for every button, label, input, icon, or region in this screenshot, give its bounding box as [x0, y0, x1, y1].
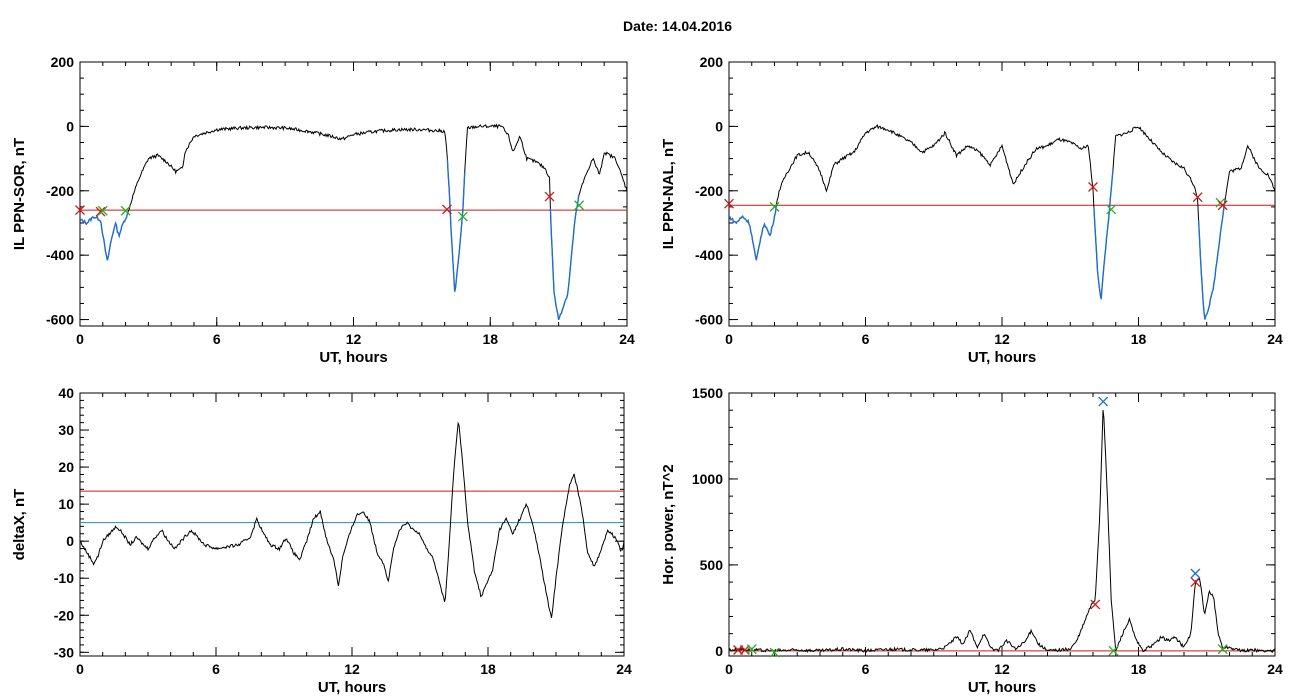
y-tick-label: -600 [695, 312, 723, 328]
y-tick-label: -30 [54, 644, 74, 660]
y-tick-label: -10 [54, 570, 74, 586]
y-tick-label: -20 [54, 607, 74, 623]
y-tick-label: 200 [51, 54, 75, 70]
data-line [729, 409, 1275, 654]
y-axis-label: IL PPN-NAL, nT [660, 139, 677, 250]
x-tick-label: 24 [616, 661, 632, 677]
y-tick-label: 20 [58, 459, 74, 475]
event-marker [1088, 181, 1098, 192]
x-tick-label: 24 [619, 331, 635, 347]
x-tick-label: 6 [862, 661, 870, 677]
y-axis-label: IL PPN-SOR, nT [11, 138, 28, 250]
event-marker [574, 200, 585, 211]
highlight-segment [80, 213, 129, 261]
event-marker [1106, 204, 1117, 215]
x-axis-label: UT, hours [319, 349, 387, 366]
x-tick-label: 12 [994, 661, 1010, 677]
x-tick-label: 12 [344, 661, 360, 677]
y-tick-label: 0 [66, 118, 74, 134]
x-tick-label: 0 [76, 331, 84, 347]
y-tick-label: 0 [715, 643, 723, 659]
y-tick-label: -600 [46, 312, 74, 328]
x-tick-label: 18 [1131, 331, 1147, 347]
event-marker [1090, 599, 1101, 610]
chart-panel-power: 0 6 12 18 24 0 500 1000 1500 UT, hours Hor. power,… [660, 385, 1283, 696]
x-tick-label: 18 [480, 661, 496, 677]
event-marker [1108, 645, 1119, 656]
event-marker [1192, 192, 1203, 203]
event-marker [769, 201, 780, 212]
y-tick-label: 500 [700, 557, 724, 573]
x-tick-label: 18 [482, 331, 498, 347]
event-marker [1190, 577, 1201, 588]
event-marker [746, 644, 757, 655]
event-marker [95, 206, 106, 217]
x-tick-label: 24 [1267, 331, 1283, 347]
x-tick-label: 12 [346, 331, 362, 347]
y-tick-label: 0 [66, 533, 74, 549]
x-axis-label: UT, hours [968, 349, 1036, 366]
y-tick-label: 0 [715, 118, 723, 134]
plot-frame [728, 392, 1276, 657]
y-tick-label: 30 [58, 422, 74, 438]
highlight-segment [549, 195, 580, 321]
x-axis-label: UT, hours [318, 679, 386, 696]
event-marker [120, 205, 131, 216]
figure-title: Date: 14.04.2016 [623, 18, 732, 34]
event-marker [544, 191, 555, 202]
y-tick-label: -400 [695, 247, 723, 263]
data-line [80, 123, 627, 320]
event-marker [441, 204, 452, 215]
y-tick-label: 10 [58, 496, 74, 512]
event-marker [1217, 200, 1228, 211]
x-tick-label: 0 [725, 331, 733, 347]
data-line [80, 421, 624, 618]
event-marker [457, 211, 468, 222]
x-tick-label: 6 [212, 661, 220, 677]
event-marker [1217, 644, 1228, 655]
x-tick-label: 6 [213, 331, 221, 347]
event-marker [1098, 396, 1109, 407]
chart-panel-sor: 0 6 12 18 24 -600 -400 -200 0 200 UT, hours IL PPN-… [11, 54, 635, 366]
y-tick-label: 40 [58, 385, 74, 401]
event-marker [97, 205, 108, 216]
y-tick-label: -200 [695, 183, 723, 199]
highlight-segment [729, 205, 777, 261]
x-tick-label: 24 [1267, 661, 1283, 677]
event-marker [75, 205, 85, 216]
highlight-segment [446, 159, 466, 292]
y-axis-label: Hor. power, nT^2 [660, 464, 677, 584]
plot-frame [728, 61, 1276, 327]
highlight-segment [1093, 169, 1114, 300]
plot-frame [79, 61, 628, 327]
event-marker [1190, 568, 1201, 579]
highlight-segment [1197, 201, 1226, 320]
x-tick-label: 12 [994, 331, 1010, 347]
y-tick-label: -400 [46, 247, 74, 263]
event-marker [769, 647, 780, 658]
x-tick-label: 18 [1131, 661, 1147, 677]
y-axis-label: deltaX, nT [11, 489, 28, 561]
y-tick-label: -200 [46, 183, 74, 199]
x-tick-label: 0 [76, 661, 84, 677]
chart-panel-nal: 0 6 12 18 24 -600 -400 -200 0 200 UT, hours IL PPN-… [660, 54, 1283, 366]
y-tick-label: 1000 [692, 471, 723, 487]
x-axis-label: UT, hours [968, 679, 1036, 696]
x-tick-label: 6 [862, 331, 870, 347]
y-tick-label: 200 [700, 54, 724, 70]
chart-panel-deltax: 0 6 12 18 24 -30 -20 -10 0 10 20 30 40 UT, hours delta… [11, 385, 632, 696]
event-marker [724, 198, 734, 209]
y-tick-label: 1500 [692, 385, 723, 401]
data-line [729, 124, 1275, 320]
plot-frame [79, 392, 625, 657]
x-tick-label: 0 [725, 661, 733, 677]
